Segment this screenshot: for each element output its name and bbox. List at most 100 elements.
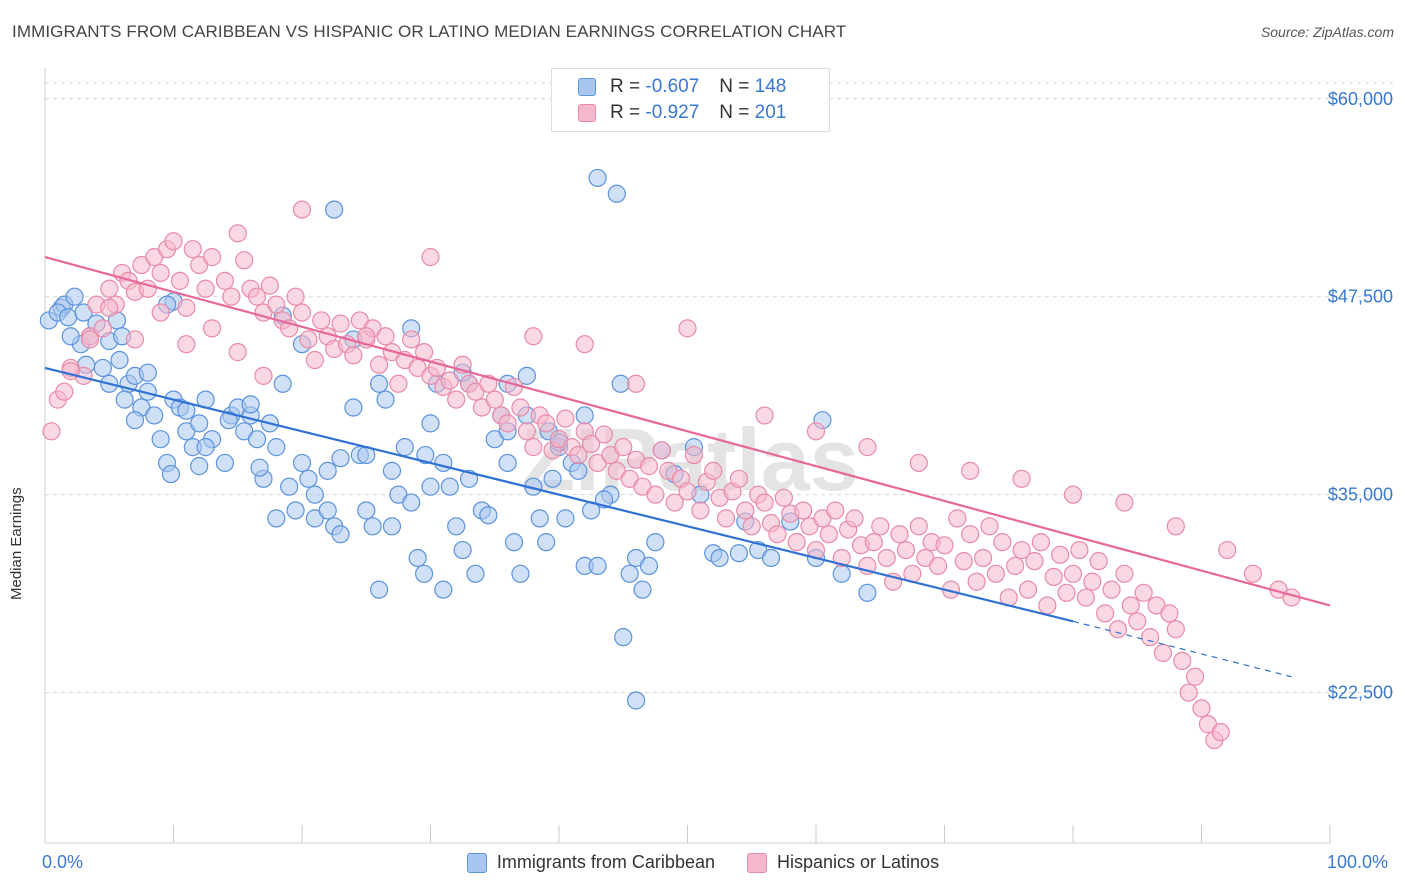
caribbean-point	[633, 580, 652, 599]
legend-label-caribbean: Immigrants from Caribbean	[496, 852, 715, 872]
hispanic-point	[794, 501, 813, 520]
hispanic-point	[537, 414, 556, 433]
caribbean-point	[646, 533, 665, 552]
hispanic-point	[909, 517, 928, 536]
caribbean-point	[138, 363, 157, 382]
hispanic-point	[235, 251, 254, 270]
caribbean-point	[344, 398, 363, 417]
hispanic-point	[498, 414, 517, 433]
hispanic-point	[100, 279, 119, 298]
caribbean-point	[588, 168, 607, 188]
caribbean-point	[370, 580, 389, 599]
legend-n-label: N =	[719, 76, 750, 97]
chart-title: IMMIGRANTS FROM CARIBBEAN VS HISPANIC OR…	[12, 22, 847, 41]
caribbean-point	[575, 406, 594, 425]
legend-item-caribbean[interactable]: Immigrants from Caribbean	[466, 852, 715, 873]
caribbean-point	[145, 406, 164, 425]
legend-n-label: N =	[719, 102, 750, 123]
hispanic-point	[1038, 596, 1057, 615]
hispanic-point	[202, 319, 222, 338]
hispanic-point	[1179, 683, 1198, 702]
hispanic-point	[254, 366, 273, 385]
hispanic-point	[299, 330, 318, 349]
legend-swatch-hispanic	[746, 852, 767, 873]
legend-n-value-caribbean: 148	[754, 76, 787, 97]
hispanic-point	[100, 298, 119, 317]
hispanic-point	[1166, 620, 1185, 639]
caribbean-point	[440, 477, 459, 496]
hispanic-point	[896, 540, 916, 560]
caribbean-point	[414, 564, 434, 583]
caribbean-point	[299, 469, 318, 488]
legend-row-hispanic: R = -0.927 N = 201	[578, 100, 786, 126]
hispanic-point	[228, 343, 247, 362]
hispanic-point	[170, 271, 190, 290]
hispanic-point	[1031, 533, 1050, 552]
hispanic-point	[524, 327, 543, 346]
hispanic-point	[1096, 604, 1115, 623]
hispanic-point	[267, 295, 286, 314]
y-tick-label: $35,000	[1328, 485, 1393, 505]
hispanic-point	[215, 271, 234, 290]
hispanic-point	[228, 224, 247, 243]
caribbean-point	[479, 506, 498, 525]
hispanic-point	[684, 445, 704, 465]
hispanic-point	[864, 533, 883, 552]
hispanic-point	[961, 525, 980, 544]
caribbean-point	[267, 509, 286, 528]
hispanic-point	[1211, 723, 1230, 742]
hispanic-point	[447, 390, 466, 409]
hispanic-point	[286, 287, 305, 306]
caribbean-point	[447, 517, 466, 536]
hispanic-point	[646, 485, 665, 504]
caribbean-point	[408, 548, 427, 568]
y-tick-labels: $22,500 $35,000 $47,500 $60,000	[1328, 89, 1393, 703]
caribbean-point	[376, 390, 395, 409]
caribbean-point	[190, 457, 209, 476]
caribbean-point	[556, 509, 575, 528]
hispanic-point	[948, 509, 967, 528]
caribbean-point	[273, 374, 292, 393]
caribbean-point	[280, 477, 299, 496]
caribbean-point	[611, 374, 630, 393]
hispanic-point	[858, 438, 877, 457]
hispanic-point	[402, 330, 421, 349]
caribbean-point	[504, 533, 524, 552]
hispanic-point	[652, 441, 671, 460]
caribbean-point	[190, 414, 209, 433]
hispanic-point	[729, 469, 749, 488]
hispanic-point	[305, 350, 324, 370]
caribbean-point	[382, 517, 402, 536]
hispanic-point	[222, 287, 241, 306]
legend-n-value-hispanic: 201	[754, 102, 787, 123]
hispanic-point	[569, 445, 588, 465]
axes	[44, 68, 1331, 844]
hispanic-point	[344, 346, 363, 365]
hispanic-point	[716, 509, 736, 528]
hispanic-point	[877, 548, 896, 568]
hispanic-point	[1192, 699, 1211, 718]
hispanic-point	[755, 406, 774, 425]
caribbean-point	[543, 469, 562, 488]
legend-r-label: R =	[610, 102, 641, 123]
hispanic-point	[845, 509, 864, 528]
source-label: Source: ZipAtlas.com	[1260, 24, 1394, 40]
caribbean-point	[61, 327, 80, 346]
hispanic-point	[1218, 540, 1237, 560]
legend-item-hispanic[interactable]: Hispanics or Latinos	[746, 852, 939, 873]
caribbean-point	[620, 564, 639, 583]
hispanic-point	[177, 298, 196, 317]
hispanic-point	[639, 457, 659, 476]
hispanic-point	[768, 525, 787, 544]
caribbean-point	[247, 430, 267, 449]
caribbean-point	[517, 366, 536, 385]
caribbean-point	[434, 453, 453, 473]
hispanic-point	[370, 355, 389, 374]
hispanic-point	[626, 374, 646, 393]
hispanic-point	[980, 517, 999, 536]
hispanic-point	[517, 422, 536, 441]
caribbean-point	[434, 580, 453, 599]
hispanic-point	[196, 279, 215, 298]
hispanic-point	[202, 248, 222, 267]
